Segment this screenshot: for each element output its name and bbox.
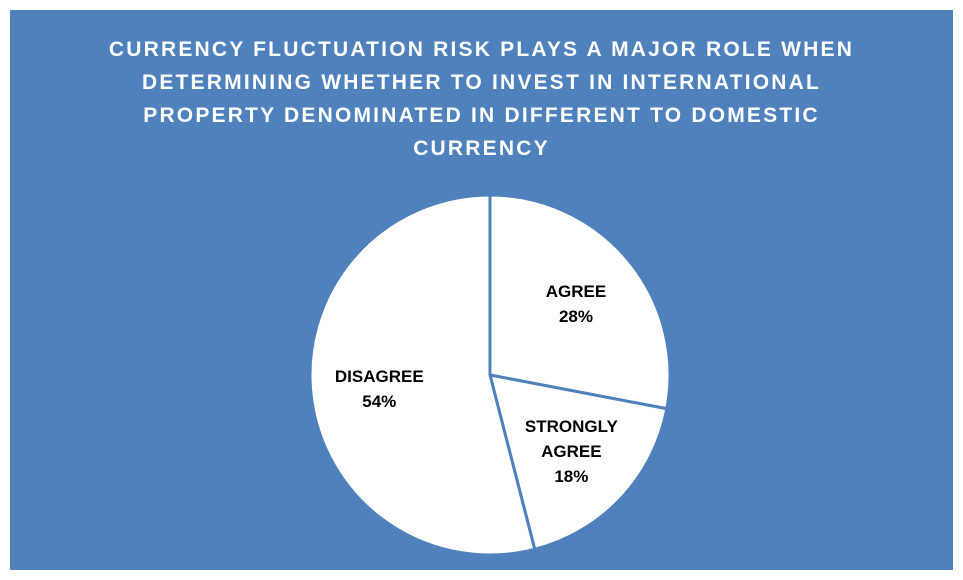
slice-label: AGREE (545, 281, 607, 301)
pie-slice (308, 193, 537, 557)
slice-value: 28% (558, 306, 593, 326)
pie-slice (487, 373, 669, 552)
slice-value: 18% (554, 466, 589, 486)
slice-value: 54% (362, 391, 397, 411)
pie-slice (488, 193, 672, 411)
chart-title: CURRENCY FLUCTUATION RISK PLAYS A MAJOR … (108, 38, 855, 160)
slice-label: STRONGLY AGREE (524, 416, 618, 461)
slice-label: DISAGREE (334, 366, 424, 386)
